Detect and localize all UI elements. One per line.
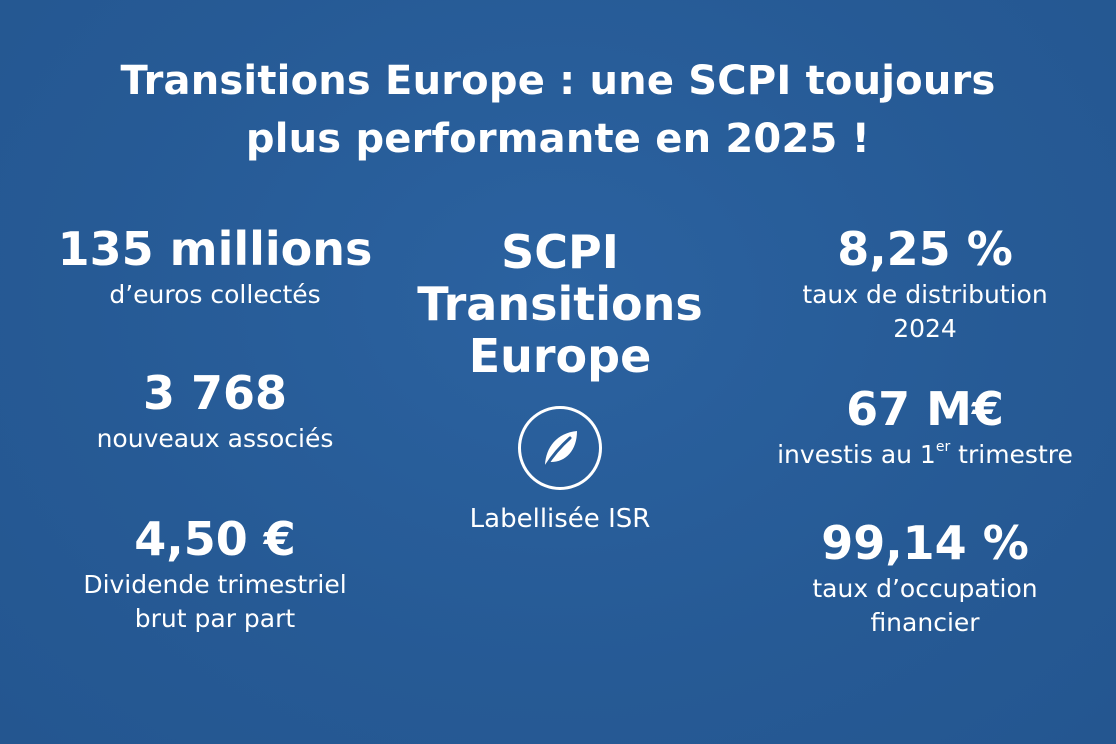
stat-distribution-label-line-2: 2024: [893, 314, 957, 343]
stat-associes-value: 3 768: [142, 366, 288, 420]
fund-identity: SCPI Transitions Europe Labellisée ISR: [400, 226, 720, 536]
stat-dividende-label-line-2: brut par part: [134, 604, 296, 633]
stat-dividende: 4,50 € Dividende trimestriel brut par pa…: [40, 510, 390, 636]
stat-distribution: 8,25 % taux de distribution 2024: [760, 220, 1090, 346]
stat-distribution-label-line-1: taux de distribution: [802, 280, 1048, 309]
stat-collecte-value: 135 millions: [57, 222, 373, 276]
page-title-line-2: plus performante en 2025 !: [245, 116, 871, 162]
stat-collecte-label: d’euros collectés: [109, 280, 321, 309]
stat-investis-label-sup: er: [935, 439, 951, 455]
stat-investis-label-before: investis au 1: [777, 440, 936, 469]
page-title-line-1: Transitions Europe : une SCPI toujours: [120, 58, 996, 104]
stat-associes: 3 768 nouveaux associés: [40, 364, 390, 456]
page-title: Transitions Europe : une SCPI toujours p…: [0, 52, 1116, 168]
fund-name: SCPI Transitions Europe: [400, 226, 720, 382]
stat-dividende-value: 4,50 €: [134, 512, 296, 566]
stat-collecte: 135 millions d’euros collectés: [40, 220, 390, 312]
stat-investis: 67 M€ investis au 1er trimestre: [760, 380, 1090, 472]
fund-name-line-3: Europe: [468, 329, 652, 383]
isr-badge: [518, 406, 602, 490]
stat-occupation-label-line-2: financier: [870, 608, 980, 637]
isr-label: Labellisée ISR: [469, 504, 651, 534]
fund-name-line-2: Transitions: [417, 277, 703, 331]
stat-investis-label: investis au 1er trimestre: [760, 438, 1090, 472]
stat-investis-value: 67 M€: [846, 382, 1004, 436]
stat-occupation-label-line-1: taux d’occupation: [812, 574, 1038, 603]
stat-occupation-value: 99,14 %: [821, 516, 1029, 570]
stat-dividende-label-line-1: Dividende trimestriel: [83, 570, 347, 599]
stat-distribution-value: 8,25 %: [837, 222, 1013, 276]
stat-associes-label: nouveaux associés: [96, 424, 334, 453]
stat-investis-label-after: trimestre: [950, 440, 1073, 469]
stat-occupation: 99,14 % taux d’occupation financier: [760, 514, 1090, 640]
leaf-icon: [544, 431, 577, 468]
fund-name-line-1: SCPI: [501, 225, 619, 279]
